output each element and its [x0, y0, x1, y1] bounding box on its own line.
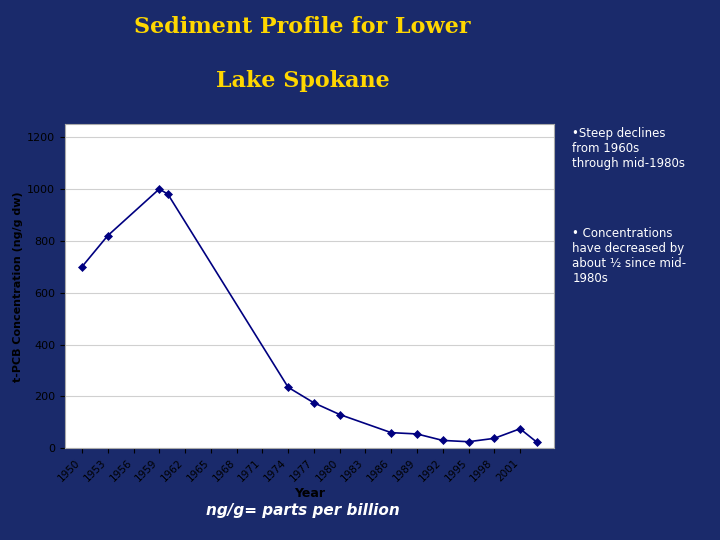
Text: •Steep declines
from 1960s
through mid-1980s: •Steep declines from 1960s through mid-1… — [572, 127, 685, 170]
Text: Lake Spokane: Lake Spokane — [215, 70, 390, 92]
Text: ng/g= parts per billion: ng/g= parts per billion — [205, 503, 400, 518]
Text: Sediment Profile for Lower: Sediment Profile for Lower — [134, 16, 471, 38]
X-axis label: Year: Year — [294, 487, 325, 500]
Text: • Concentrations
have decreased by
about ½ since mid-
1980s: • Concentrations have decreased by about… — [572, 227, 687, 285]
Y-axis label: t-PCB Concentration (ng/g dw): t-PCB Concentration (ng/g dw) — [13, 191, 23, 382]
